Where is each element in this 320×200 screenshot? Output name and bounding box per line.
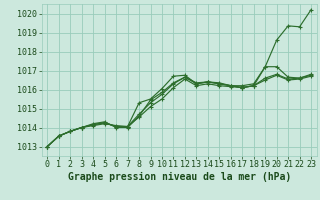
X-axis label: Graphe pression niveau de la mer (hPa): Graphe pression niveau de la mer (hPa) bbox=[68, 172, 291, 182]
